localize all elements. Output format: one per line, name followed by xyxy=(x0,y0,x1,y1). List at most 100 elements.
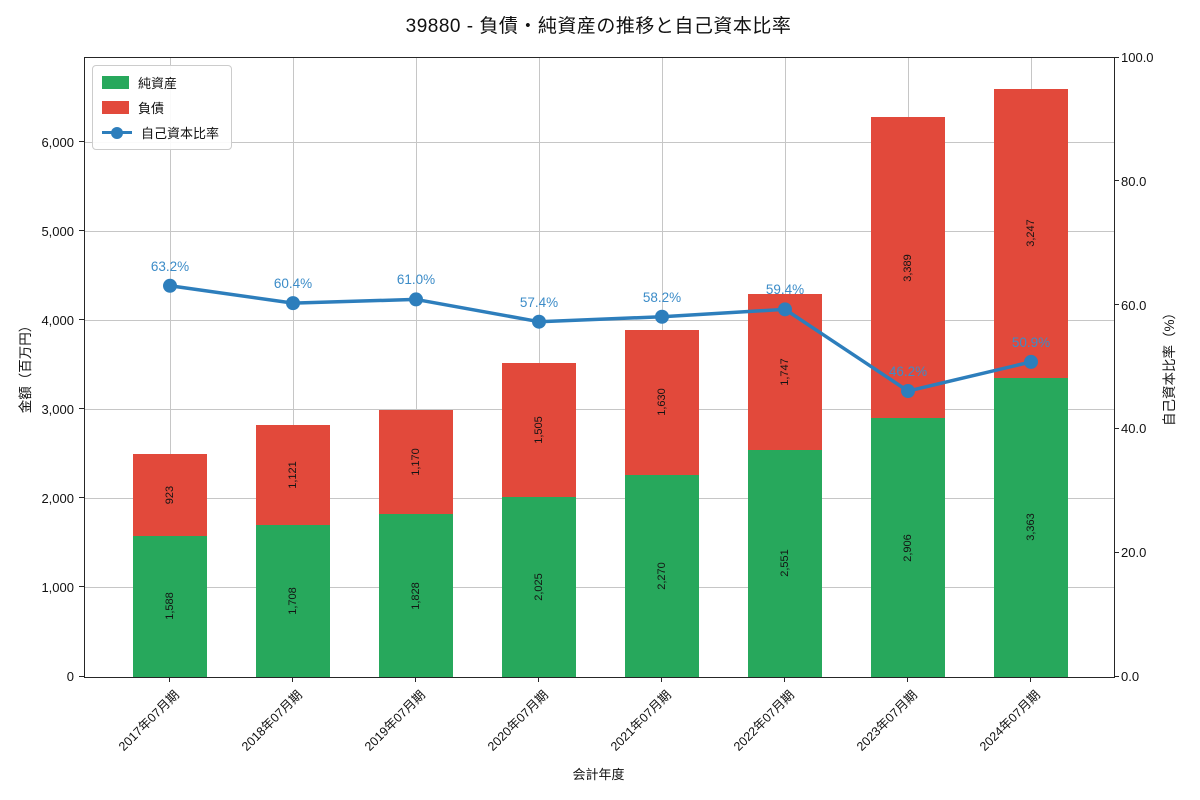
y-right-tick xyxy=(1114,427,1119,429)
x-tick-label: 2021年07月期 xyxy=(607,687,674,754)
line-marker xyxy=(778,302,792,317)
line-marker xyxy=(163,278,177,293)
x-tick xyxy=(1029,677,1031,682)
y-left-tick-label: 1,000 xyxy=(41,579,74,595)
line-marker xyxy=(901,384,915,399)
v-gridline xyxy=(169,58,171,677)
ratio-point-label: 61.0% xyxy=(396,272,436,288)
y-right-tick-label: 40.0 xyxy=(1121,421,1147,437)
bar-segment-net-assets xyxy=(625,474,699,677)
x-tick-label: 2024年07月期 xyxy=(976,687,1043,754)
y-left-tick xyxy=(79,675,84,677)
y-right-tick xyxy=(1114,56,1119,58)
bar-segment-liabilities xyxy=(256,425,330,525)
bar-segment-net-assets xyxy=(379,514,453,677)
y-right-tick xyxy=(1114,304,1119,306)
bar-segment-net-assets xyxy=(502,496,576,677)
legend-label: 負債 xyxy=(138,101,165,116)
x-tick xyxy=(783,677,785,682)
legend-swatch xyxy=(102,76,129,89)
x-tick xyxy=(168,677,170,682)
ratio-point-label: 50.9% xyxy=(1011,334,1051,350)
line-marker xyxy=(409,292,423,307)
bar-segment-liabilities xyxy=(379,410,453,515)
y-left-tick xyxy=(79,319,84,321)
h-gridline xyxy=(85,587,1114,589)
bar-segment-net-assets xyxy=(871,418,945,677)
line-marker xyxy=(655,309,669,324)
bar-segment-liabilities xyxy=(625,329,699,475)
x-tick xyxy=(291,677,293,682)
h-gridline xyxy=(85,231,1114,233)
equity-ratio-polyline xyxy=(168,284,1033,393)
y-left-tick xyxy=(79,586,84,588)
line-marker xyxy=(532,314,546,329)
x-axis-label: 会計年度 xyxy=(572,767,625,782)
line-marker xyxy=(1024,354,1038,369)
ratio-point-label: 57.4% xyxy=(519,294,559,310)
equity-ratio-line-layer: 63.2% 60.4% 61.0% 57.4% 58.2% 59.4% 46.2% 50.9% xyxy=(85,58,1114,677)
y-left-tick xyxy=(79,230,84,232)
bar-segment-liabilities xyxy=(502,362,576,497)
legend-item: 負債 xyxy=(102,98,219,117)
y-left-tick-label: 6,000 xyxy=(41,134,74,150)
bar-segment-net-assets xyxy=(748,449,822,677)
line-marker xyxy=(286,296,300,311)
legend-label: 純資産 xyxy=(138,76,178,91)
h-gridline xyxy=(85,409,1114,411)
y-right-tick xyxy=(1114,180,1119,182)
x-tick xyxy=(660,677,662,682)
x-tick xyxy=(414,677,416,682)
x-tick-label: 2019年07月期 xyxy=(361,687,428,754)
y-left-tick xyxy=(79,497,84,499)
y-left-tick-label: 4,000 xyxy=(41,312,74,328)
y-left-tick xyxy=(79,141,84,143)
chart-title: 39880 - 負債・純資産の推移と自己資本比率 xyxy=(405,16,792,37)
y-axis-label-left: 金額（百万円） xyxy=(18,318,33,414)
bar-segment-liabilities xyxy=(748,294,822,450)
bar-segment-liabilities xyxy=(994,88,1068,378)
h-gridline xyxy=(85,142,1114,144)
x-tick-label: 2017年07月期 xyxy=(115,687,182,754)
v-gridline xyxy=(415,58,417,677)
bar-segment-liabilities xyxy=(871,116,945,419)
legend-line-dot xyxy=(111,126,123,139)
legend-item: 自己資本比率 xyxy=(102,123,219,142)
ratio-point-label: 60.4% xyxy=(273,276,313,292)
plot-area: 1,588 923 1,708 1,121 1,828 1,170 2,025 1,505 2,… xyxy=(84,57,1115,678)
x-tick-label: 2020年07月期 xyxy=(484,687,551,754)
x-tick xyxy=(906,677,908,682)
y-right-tick-label: 100.0 xyxy=(1121,50,1154,65)
h-gridline xyxy=(85,498,1114,500)
legend-swatch xyxy=(102,101,129,114)
bar-segment-net-assets xyxy=(133,535,207,677)
y-left-tick-label: 5,000 xyxy=(41,223,74,239)
y-axis-label-right: 自己資本比率（%） xyxy=(1162,306,1177,427)
bar-segment-net-assets xyxy=(994,377,1068,677)
legend-item: 純資産 xyxy=(102,73,219,92)
legend: 純資産負債自己資本比率 xyxy=(92,65,233,150)
y-left-tick-label: 2,000 xyxy=(41,490,74,506)
ratio-point-label: 46.2% xyxy=(888,364,928,380)
y-right-tick-label: 60.0 xyxy=(1121,297,1147,313)
equity-ratio-line-svg xyxy=(163,278,1038,399)
y-right-tick-label: 80.0 xyxy=(1121,173,1147,189)
x-tick-label: 2022年07月期 xyxy=(730,687,797,754)
y-left-tick-label: 0 xyxy=(66,669,74,684)
legend-line-marker xyxy=(102,126,132,139)
ratio-point-label: 59.4% xyxy=(765,282,805,298)
y-left-tick-label: 3,000 xyxy=(41,401,74,417)
x-tick-label: 2018年07月期 xyxy=(238,687,305,754)
y-right-tick xyxy=(1114,551,1119,553)
y-left-tick xyxy=(79,408,84,410)
bar-segment-net-assets xyxy=(256,524,330,677)
y-right-tick-label: 20.0 xyxy=(1121,545,1147,561)
bar-segment-liabilities xyxy=(133,453,207,536)
legend-label: 自己資本比率 xyxy=(141,126,220,141)
v-gridline xyxy=(292,58,294,677)
x-tick xyxy=(537,677,539,682)
y-right-tick xyxy=(1114,675,1119,677)
y-right-tick-label: 0.0 xyxy=(1121,669,1140,684)
ratio-point-label: 58.2% xyxy=(642,289,682,305)
